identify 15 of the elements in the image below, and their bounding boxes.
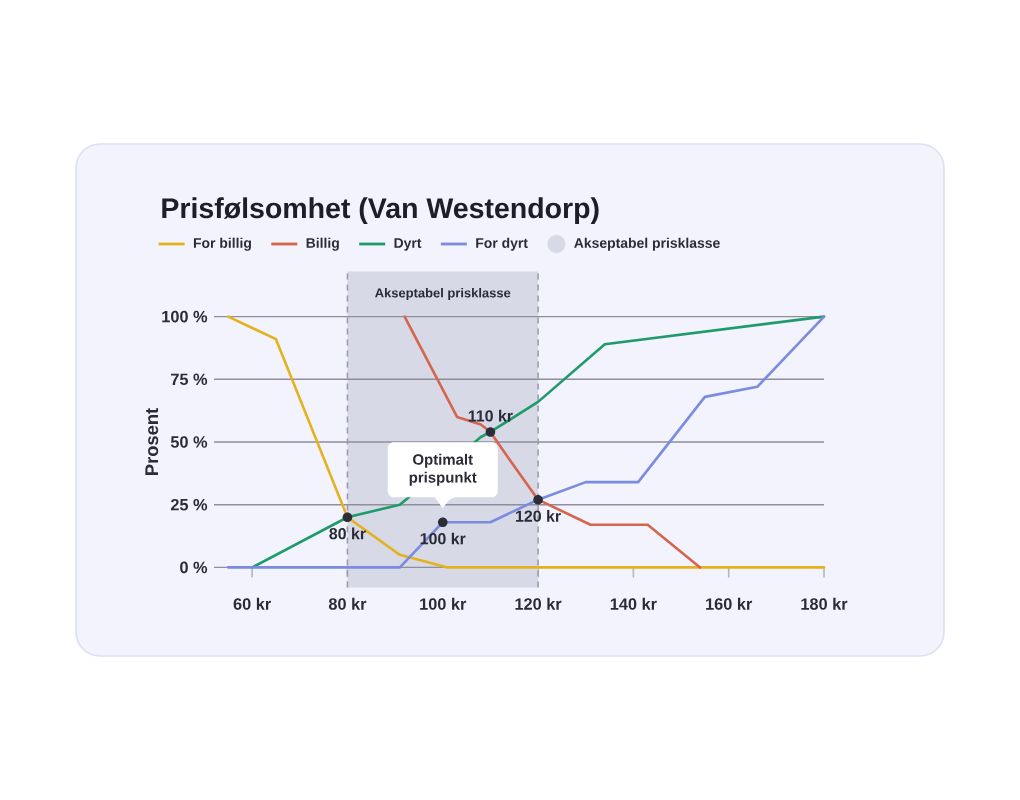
y-axis-title: Prosent [145,408,159,475]
y-tick-label: 0 % [180,561,208,574]
y-tick-label: 100 % [162,310,208,323]
x-tick-label: 60 kr [233,597,271,610]
chart-title: Prisfølsomhet (Van Westendorp) [162,197,599,224]
y-tick-label: 75 % [171,373,208,386]
x-tick-label: 180 kr [801,597,848,610]
line-series [403,315,702,569]
x-tick-label: 80 kr [328,597,367,610]
x-tick-label: 140 kr [610,597,657,610]
x-tick-label: 120 kr [515,597,562,610]
x-tick-label: 160 kr [706,597,753,610]
x-tick-label: 100 kr [420,597,467,610]
y-tick-label: 25 % [170,498,208,511]
y-tick-label: 50 % [170,436,208,448]
